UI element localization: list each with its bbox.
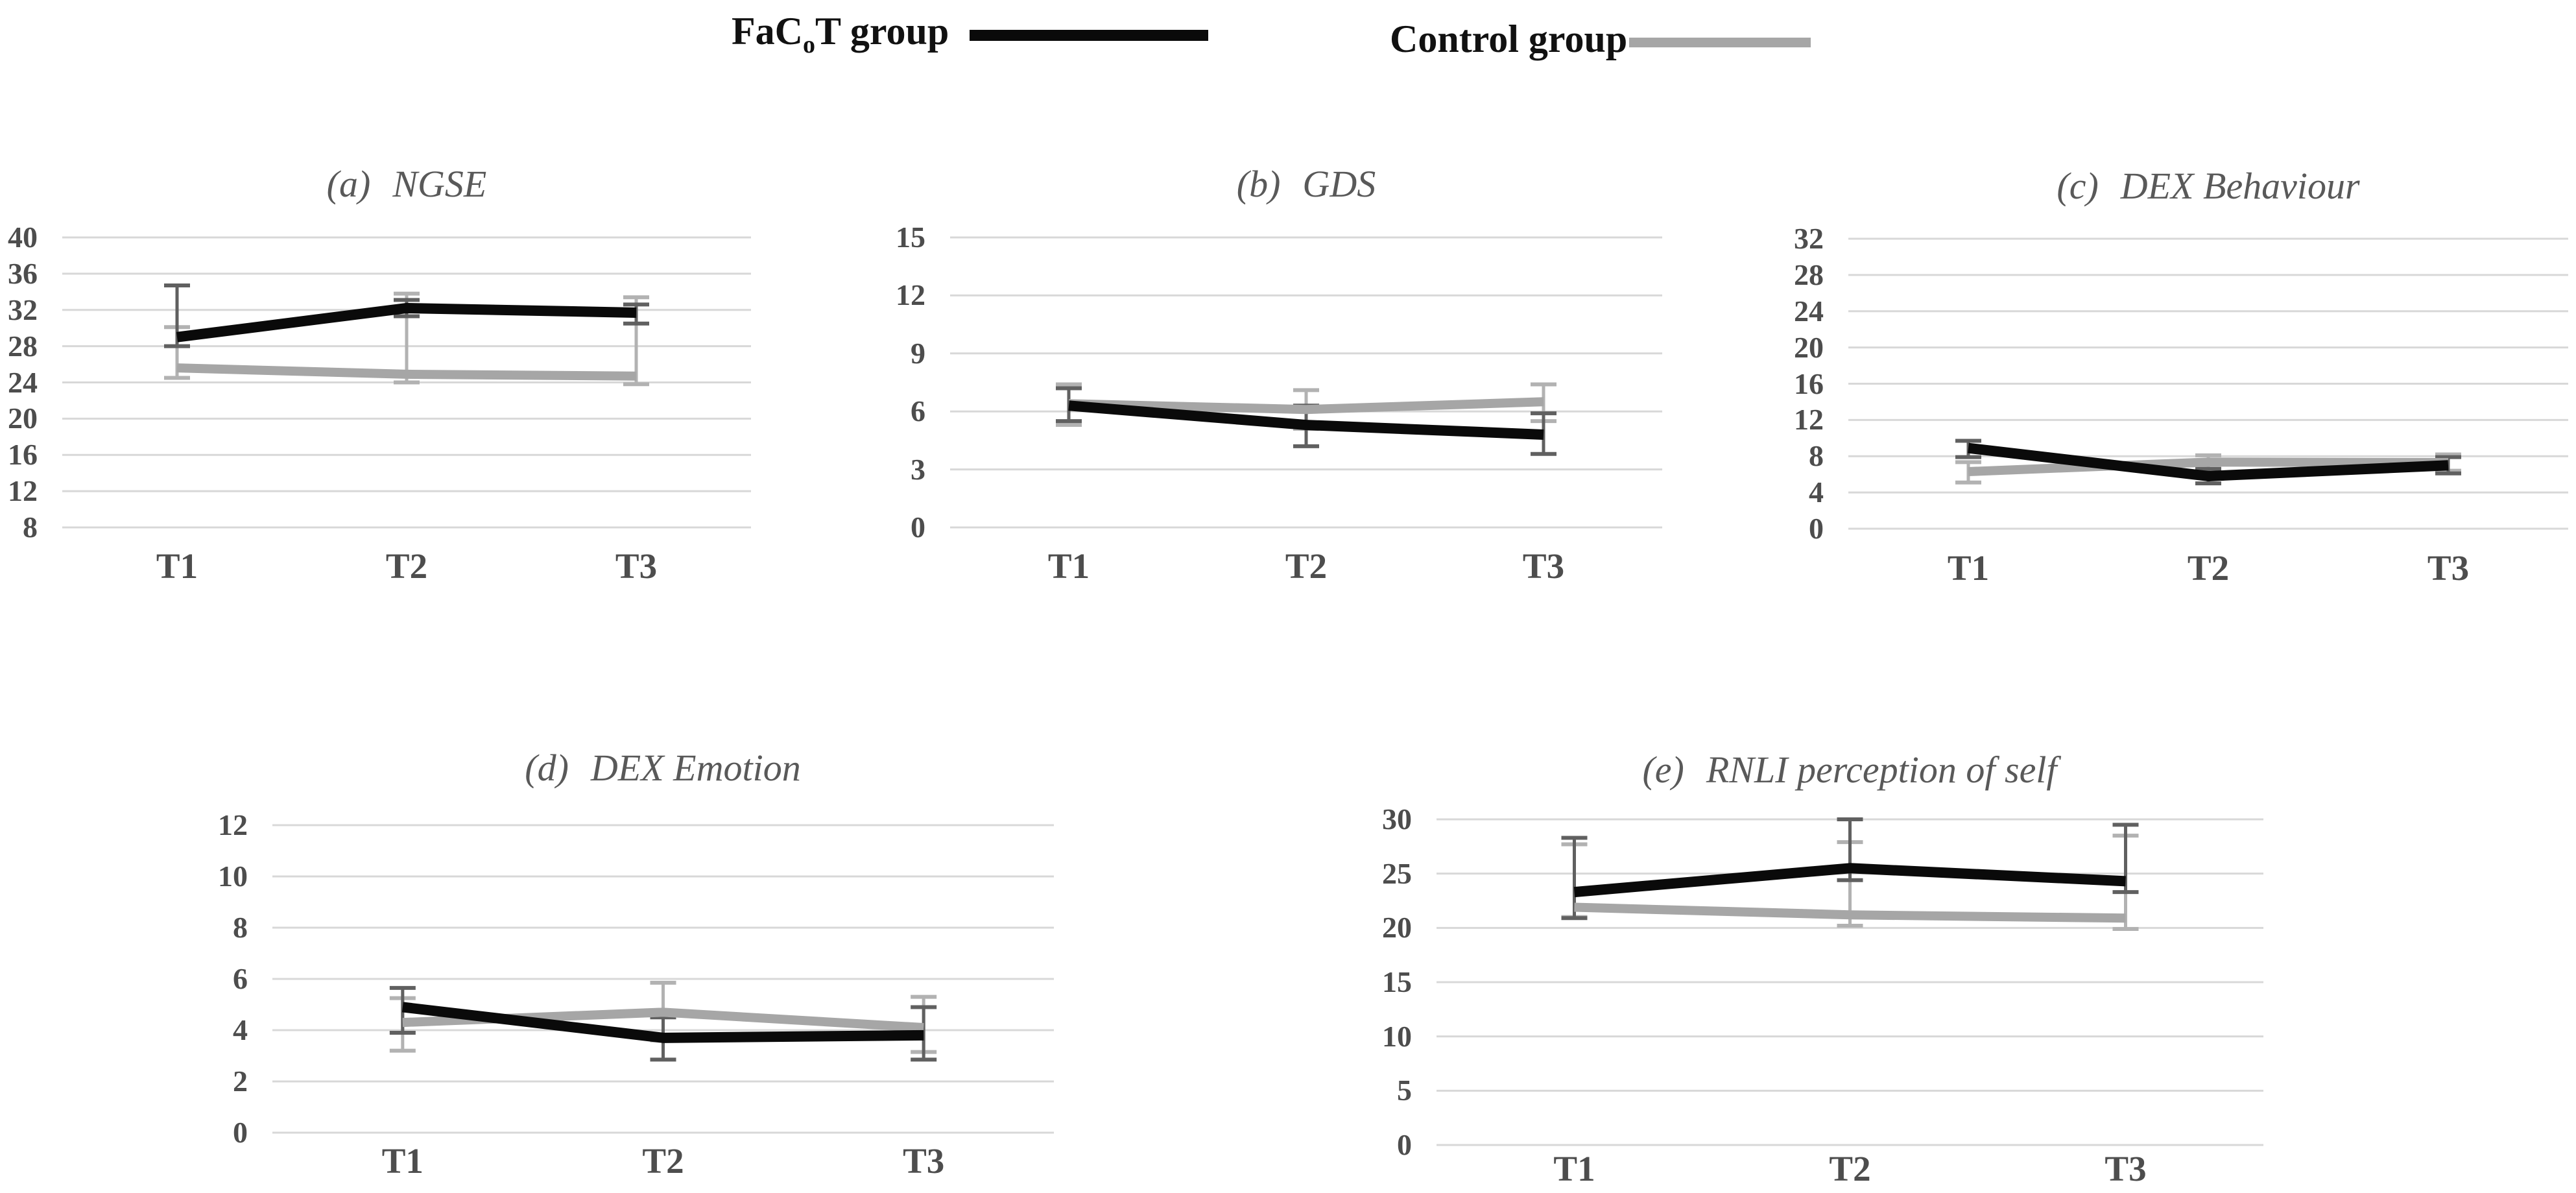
y-tick-label-e: 15 [1382,965,1412,998]
y-tick-label-a: 28 [8,329,38,363]
x-category-label-d: T3 [903,1141,945,1181]
x-category-label-e: T3 [2105,1149,2147,1188]
y-tick-label-c: 24 [1794,294,1824,328]
x-category-label-b: T2 [1285,546,1328,586]
y-tick-label-e: 10 [1382,1019,1412,1053]
y-tick-label-c: 32 [1794,222,1824,255]
y-tick-label-b: 12 [896,278,925,312]
y-tick-label-a: 36 [8,256,38,290]
y-tick-label-c: 16 [1794,367,1824,400]
series-line-control-c [1968,457,2449,476]
y-tick-label-a: 24 [8,365,38,399]
y-tick-label-c: 0 [1809,512,1824,545]
y-tick-label-c: 20 [1794,330,1824,364]
x-category-label-d: T1 [381,1141,423,1181]
x-category-label-b: T1 [1047,546,1090,586]
series-line-facot-e [1573,863,2126,898]
y-tick-label-d: 8 [233,911,248,944]
y-tick-label-c: 12 [1794,403,1824,437]
error-bar-facot-e [1561,836,1588,921]
legend-label-facot-group: FaCoT group [732,10,949,58]
legend-line-facot-swatch [970,30,1208,41]
y-tick-label-d: 2 [233,1065,248,1098]
y-tick-label-a: 20 [8,402,38,435]
y-tick-label-d: 4 [233,1013,248,1046]
series-line-facot-b [1068,400,1544,440]
x-category-label-c: T1 [1947,548,1990,588]
y-tick-label-a: 16 [8,438,38,472]
error-bar-control-c [1955,460,1981,485]
series-line-control-a [176,363,637,381]
chart-title-dex-behaviour: (c) DEX Behaviour [2057,165,2360,207]
series-line-facot-c [1968,442,2449,481]
y-tick-label-b: 15 [896,221,925,254]
x-category-label-a: T2 [385,546,428,586]
y-tick-label-a: 12 [8,474,38,508]
legend-label-control-group: Control group [1390,18,1628,60]
series-line-facot-d [401,1002,924,1043]
y-tick-label-a: 40 [8,221,38,254]
chart-title-ngse: (a) NGSE [326,163,487,205]
y-tick-label-b: 9 [911,336,925,370]
y-tick-label-d: 12 [218,808,248,841]
x-category-label-e: T1 [1553,1149,1595,1188]
y-tick-label-d: 0 [233,1116,248,1149]
legend-line-control-swatch [1629,38,1811,47]
x-category-label-c: T2 [2187,548,2230,588]
y-tick-label-a: 32 [8,293,38,326]
y-tick-label-a: 8 [23,511,38,544]
x-category-label-a: T1 [156,546,198,586]
series-line-control-b [1068,397,1544,415]
x-category-label-e: T2 [1829,1149,1871,1188]
error-bar-facot-d [911,1005,937,1062]
y-tick-label-e: 0 [1397,1128,1412,1161]
x-category-label-c: T3 [2427,548,2470,588]
y-tick-label-e: 30 [1382,802,1412,836]
y-tick-label-b: 3 [911,452,925,486]
y-tick-label-e: 5 [1397,1074,1412,1107]
y-tick-label-e: 25 [1382,856,1412,890]
y-tick-label-d: 10 [218,860,248,893]
y-tick-label-b: 0 [911,511,925,544]
y-tick-label-c: 8 [1809,439,1824,473]
y-tick-label-e: 20 [1382,911,1412,945]
series-line-control-e [1574,902,2126,923]
chart-title-rnli-perception-of-self: (e) RNLI perception of self [1642,749,2057,791]
x-category-label-d: T2 [642,1141,684,1181]
chart-title-dex-emotion: (d) DEX Emotion [525,747,801,789]
y-tick-label-d: 6 [233,962,248,995]
x-category-label-b: T3 [1522,546,1565,586]
series-line-facot-a [176,302,637,343]
y-tick-label-b: 6 [911,394,925,428]
y-tick-label-c: 28 [1794,258,1824,291]
chart-title-gds: (b) GDS [1236,163,1376,205]
x-category-label-a: T3 [615,546,658,586]
y-tick-label-c: 4 [1809,476,1824,509]
